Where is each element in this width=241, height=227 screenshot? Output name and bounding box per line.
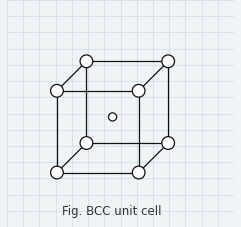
Circle shape [132, 166, 145, 179]
Circle shape [162, 137, 174, 149]
Circle shape [51, 84, 63, 97]
Circle shape [132, 84, 145, 97]
Text: Fig. BCC unit cell: Fig. BCC unit cell [62, 205, 161, 218]
Circle shape [51, 166, 63, 179]
Circle shape [162, 55, 174, 68]
Circle shape [80, 137, 93, 149]
Circle shape [108, 113, 117, 121]
Circle shape [80, 55, 93, 68]
